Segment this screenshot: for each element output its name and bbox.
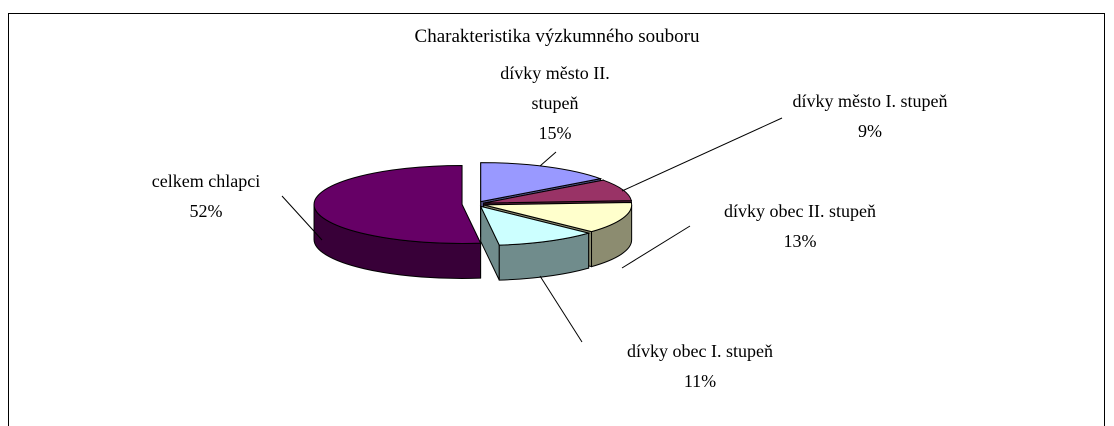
data-label: celkem chlapci 52% — [56, 166, 356, 226]
data-label: dívky město II. stupeň 15% — [405, 58, 705, 148]
leader-line — [539, 151, 557, 167]
value-label: 13% — [783, 231, 817, 251]
category-label: dívky město I. stupeň — [792, 91, 948, 111]
slice — [483, 201, 633, 233]
slice — [480, 162, 603, 203]
slice — [313, 164, 482, 244]
slice — [479, 205, 591, 246]
leader-line — [621, 225, 691, 269]
chart-title: Charakteristika výzkumného souboru — [414, 26, 700, 47]
leader-line — [539, 275, 583, 343]
category-label: dívky obec II. stupeň — [724, 201, 876, 221]
value-label: 15% — [538, 123, 572, 143]
value-label: 52% — [189, 201, 223, 221]
slice — [483, 179, 632, 204]
leader-line — [621, 117, 783, 192]
value-label: 11% — [683, 371, 717, 391]
chart-frame — [8, 13, 1105, 426]
data-label: dívky město I. stupeň 9% — [720, 86, 1020, 146]
data-label: dívky obec I. stupeň 11% — [550, 336, 850, 396]
leader-line — [281, 195, 323, 241]
value-label: 9% — [858, 121, 882, 141]
category-label: celkem chlapci — [151, 171, 261, 191]
category-label: dívky město II. stupeň — [500, 63, 610, 113]
data-label: dívky obec II. stupeň 13% — [650, 196, 950, 256]
category-label: dívky obec I. stupeň — [627, 341, 773, 361]
